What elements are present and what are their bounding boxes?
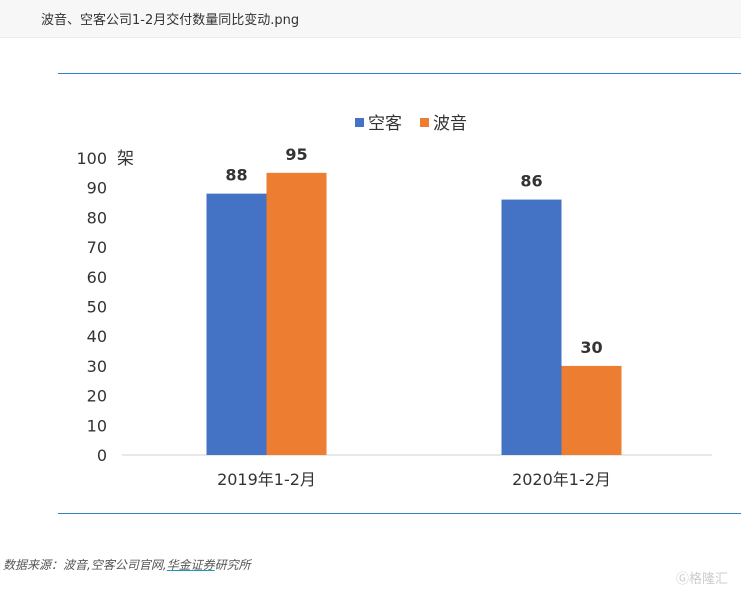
data-label: 88 — [225, 166, 247, 185]
y-tick-label: 70 — [87, 238, 107, 257]
bar — [561, 365, 622, 455]
bar — [501, 199, 562, 455]
top-rule — [58, 73, 741, 74]
file-title-bar: 波音、空客公司1-2月交付数量同比变动.png — [0, 0, 741, 38]
legend-swatch — [355, 118, 364, 127]
y-axis-label: 架 — [117, 149, 134, 169]
data-label: 95 — [285, 145, 307, 164]
legend-label: 空客 — [368, 114, 402, 134]
bar — [206, 193, 267, 455]
x-tick-label: 2019年1-2月 — [217, 470, 316, 489]
legend-label: 波音 — [433, 114, 467, 134]
y-tick-label: 60 — [87, 268, 107, 287]
y-tick-label: 40 — [87, 327, 107, 346]
y-tick-label: 80 — [87, 208, 107, 227]
data-label: 86 — [520, 172, 542, 191]
file-title: 波音、空客公司1-2月交付数量同比变动.png — [41, 13, 300, 28]
bottom-rule — [58, 513, 741, 514]
y-tick-label: 10 — [87, 416, 107, 435]
y-tick-label: 100 — [76, 149, 107, 168]
y-tick-label: 0 — [97, 446, 107, 465]
y-tick-label: 90 — [87, 179, 107, 198]
y-tick-label: 20 — [87, 387, 107, 406]
bar — [266, 172, 327, 455]
source-link[interactable]: 华金证券 — [166, 558, 215, 572]
y-tick-label: 30 — [87, 357, 107, 376]
y-tick-label: 50 — [87, 298, 107, 317]
data-label: 30 — [580, 338, 602, 357]
source-note: 数据来源：波音,空客公司官网,华金证券研究所 — [3, 558, 251, 572]
watermark-logo: Ⓖ格隆汇 — [676, 572, 729, 587]
legend-swatch — [420, 118, 429, 127]
x-tick-label: 2020年1-2月 — [512, 470, 611, 489]
